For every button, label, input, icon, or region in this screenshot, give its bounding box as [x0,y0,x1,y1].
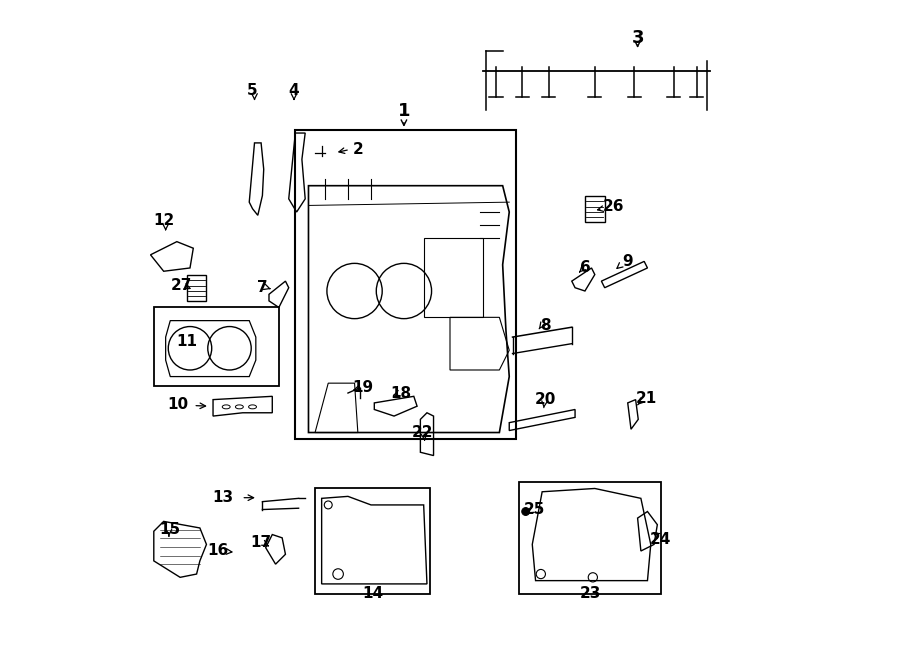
Bar [519,482,661,594]
Bar [295,130,516,439]
Text: 6: 6 [580,260,590,276]
Text: 10: 10 [167,397,189,412]
Text: 22: 22 [411,425,433,440]
Text: 12: 12 [154,213,175,228]
Text: 5: 5 [248,83,257,98]
Text: 16: 16 [208,543,229,558]
Text: 18: 18 [391,385,412,401]
Text: 21: 21 [635,391,657,407]
Text: 9: 9 [623,254,633,269]
Text: 3: 3 [631,28,644,46]
Text: 11: 11 [176,334,197,349]
Text: 4: 4 [288,83,299,98]
Text: 2: 2 [353,142,364,157]
Text: 8: 8 [540,318,551,332]
Text: 25: 25 [524,502,544,517]
Text: 13: 13 [212,490,233,505]
Text: 7: 7 [257,280,267,295]
Text: 27: 27 [171,278,192,293]
Text: 19: 19 [353,380,374,395]
Circle shape [522,508,529,516]
Text: 14: 14 [363,586,383,602]
Text: 15: 15 [159,522,181,537]
Text: 17: 17 [250,535,271,550]
Bar [315,488,430,594]
Text: 24: 24 [650,531,671,547]
Text: 20: 20 [535,392,556,407]
Text: 26: 26 [602,199,624,214]
Bar [424,239,483,317]
Text: 23: 23 [580,586,601,602]
Text: 1: 1 [398,102,410,120]
Bar [154,307,279,387]
